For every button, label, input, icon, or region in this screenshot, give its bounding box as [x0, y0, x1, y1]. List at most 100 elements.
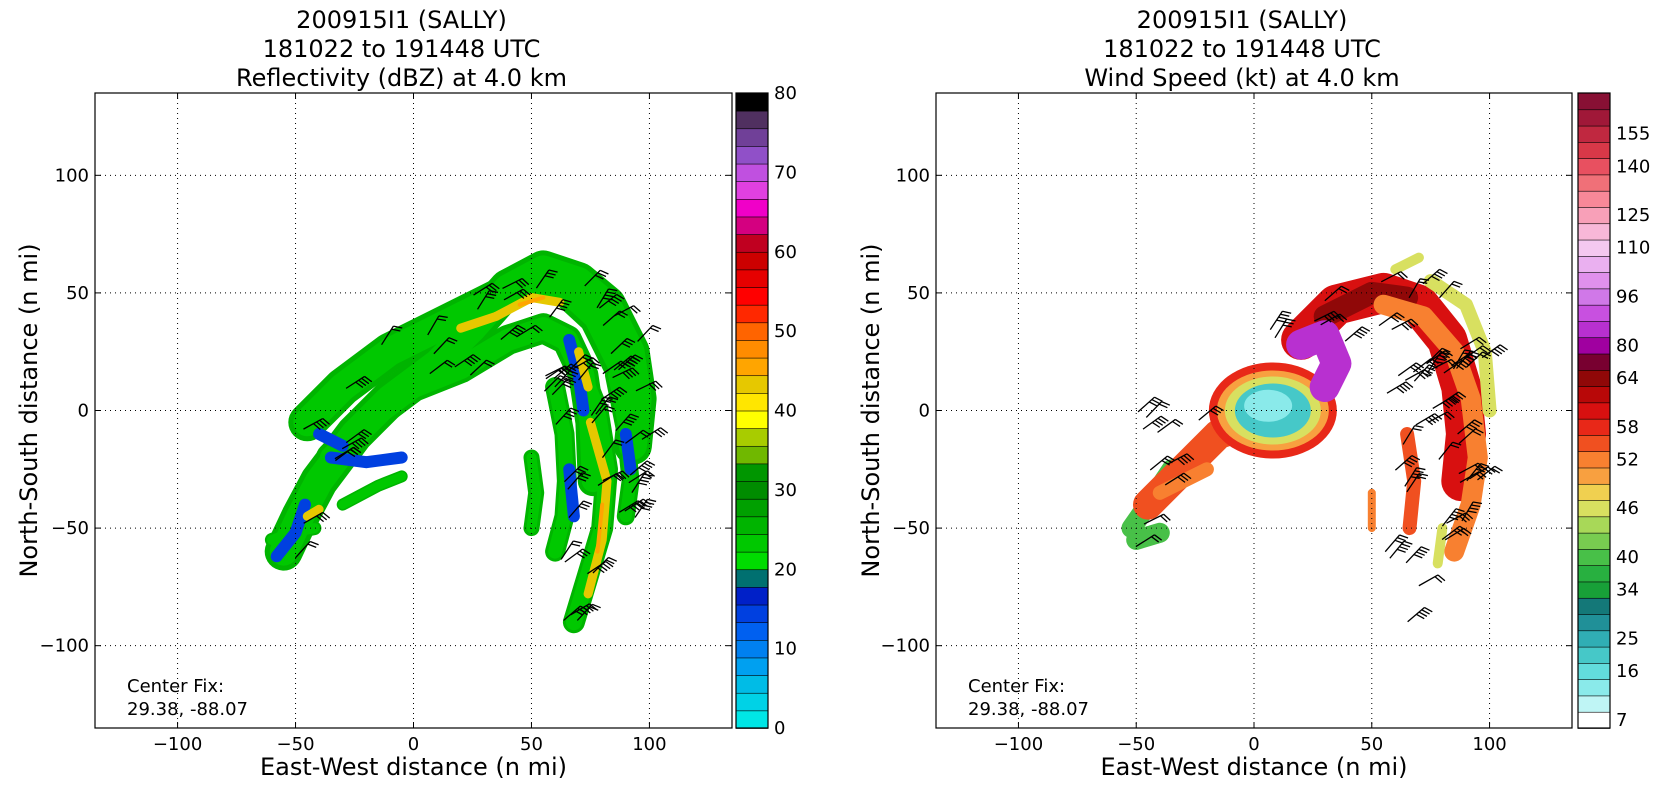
wind-barb-flag — [1183, 472, 1192, 480]
x-tick-label: −50 — [1117, 734, 1155, 755]
wind-barb-flag — [592, 357, 600, 364]
colorbar-tick-label: 70 — [774, 162, 797, 183]
wind-barb-flag — [577, 468, 587, 474]
wind-barb-flag — [1151, 536, 1160, 543]
colorbar-swatch — [1577, 711, 1611, 729]
wind-barb-flag — [1438, 354, 1448, 361]
wind-barb — [1157, 418, 1184, 433]
wind-barb-flag — [639, 479, 649, 483]
wind-barb-flag — [643, 462, 653, 469]
wind-barb-staff — [624, 498, 644, 512]
wind-barb-flag — [647, 498, 657, 503]
wind-barb-staff — [303, 417, 324, 430]
wind-barb-flag — [579, 550, 588, 557]
wind-barb — [1135, 534, 1163, 548]
wind-barb-staff — [1157, 418, 1176, 433]
wind-barb-flag — [1421, 609, 1430, 615]
wind-barb-flag — [1338, 287, 1347, 294]
colorbar-swatch — [1577, 467, 1611, 485]
wind-barb — [592, 556, 617, 574]
wind-barb — [1427, 411, 1455, 423]
wind-barb-staff — [1386, 381, 1407, 394]
wind-barb-flag — [1402, 383, 1411, 390]
wind-barb — [1380, 271, 1408, 283]
wind-barb-flag — [1353, 333, 1363, 339]
wind-barb-staff — [560, 540, 574, 560]
wind-barb-flag — [1496, 346, 1506, 353]
wind-barb-flag — [486, 359, 495, 365]
colorbar-swatch — [735, 92, 769, 112]
wind-barb-flag — [605, 559, 615, 565]
wind-barb-flag — [357, 439, 366, 447]
wind-barb-flag — [1403, 462, 1413, 468]
wind-barb-flag — [1163, 513, 1171, 521]
colorbar-swatch — [735, 604, 769, 623]
colorbar-swatch — [1577, 369, 1611, 387]
wind-barb-flag — [646, 470, 655, 477]
wind-barb-flag — [589, 365, 599, 370]
colorbar-swatch — [735, 110, 769, 130]
echo-band — [338, 471, 407, 510]
wind-barb-flag — [565, 412, 575, 418]
wind-barb — [1407, 606, 1433, 623]
wind-barb-staff — [1378, 312, 1398, 327]
echo-core-strong — [517, 295, 546, 307]
colorbar-swatch — [735, 498, 769, 518]
wind-barb — [1137, 396, 1163, 413]
wind-barb — [1344, 326, 1371, 342]
wind-barb-flag — [1434, 576, 1443, 583]
wind-barb-staff — [1405, 546, 1422, 564]
colorbar-swatch — [735, 180, 769, 200]
wind-barb-staff — [294, 541, 311, 559]
colorbar-swatch — [1577, 125, 1611, 143]
wind-barb-staff — [500, 324, 519, 341]
wind-barb-flag — [626, 337, 636, 343]
wind-barb-flag — [631, 356, 641, 362]
wind-barb-flag — [558, 304, 568, 309]
wind-barb-flag — [1406, 459, 1415, 466]
wind-barb-staff — [568, 354, 586, 371]
wind-barb-staff — [1402, 425, 1416, 445]
wind-barb — [1405, 546, 1430, 564]
colorbar-swatch — [735, 357, 769, 377]
wind-barb-flag — [393, 325, 403, 329]
wind-barb — [1460, 336, 1487, 350]
wind-barb-flag — [616, 293, 625, 300]
colorbar-swatch — [1577, 304, 1611, 322]
wind-barb-flag — [655, 380, 663, 388]
wind-barb-staff — [476, 290, 490, 310]
colorbar-swatch — [1577, 271, 1611, 290]
wind-band — [1126, 522, 1170, 550]
wind-barb-flag — [1396, 548, 1406, 553]
wind-barb-flag — [1412, 364, 1422, 371]
wind-barb — [1459, 471, 1487, 484]
wind-barb — [1438, 441, 1462, 460]
wind-barb-flag — [1424, 606, 1433, 613]
wind-barb-staff — [381, 325, 394, 346]
colorbar-swatch — [1577, 402, 1611, 420]
colorbar-swatch — [1577, 483, 1611, 501]
wind-barb-flag — [641, 464, 650, 471]
wind-barb — [1402, 425, 1424, 445]
colorbar-tick-label: 125 — [1616, 205, 1650, 226]
colorbar-swatch — [735, 163, 769, 182]
wind-barb-staff — [618, 500, 639, 513]
wind-barb-flag — [652, 324, 662, 330]
y-tick-label: 0 — [919, 401, 930, 422]
wind-barb-flag — [1361, 326, 1371, 332]
colorbar-swatch — [735, 551, 769, 571]
wind-barb-flag — [1148, 401, 1158, 407]
y-axis-label: North-South distance (n mi) — [15, 243, 43, 577]
wind-barb-staff — [1457, 419, 1475, 435]
wind-barb-flag — [608, 288, 618, 292]
wind-barb-staff — [563, 605, 581, 621]
colorbar-swatch — [1577, 678, 1611, 697]
wind-barb-flag — [585, 605, 594, 612]
wind-barb-flag — [316, 515, 324, 523]
wind-barb — [1320, 313, 1348, 326]
wind-barb — [1426, 350, 1453, 364]
wind-barb-flag — [599, 269, 609, 275]
wind-barb-flag — [1158, 403, 1168, 409]
wind-barb-flag — [1474, 464, 1483, 472]
wind-barb-flag — [589, 606, 599, 611]
